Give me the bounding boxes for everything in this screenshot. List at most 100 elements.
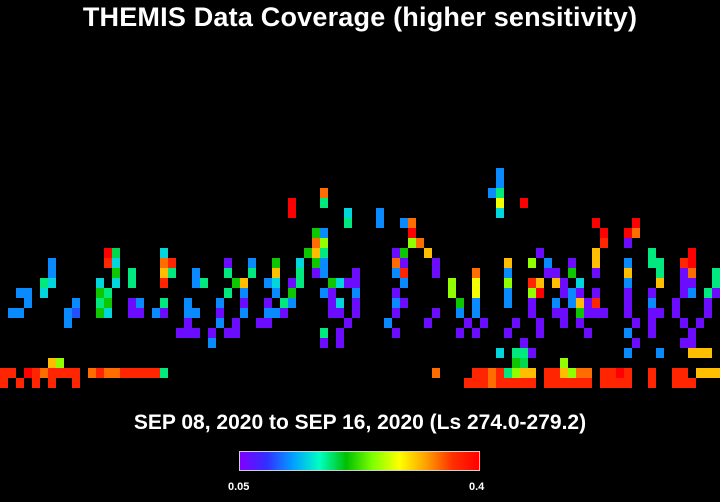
- coverage-cell: [576, 318, 584, 328]
- coverage-cell: [392, 298, 400, 308]
- coverage-cell: [648, 298, 656, 308]
- coverage-cell: [168, 268, 176, 278]
- coverage-cell: [512, 368, 520, 378]
- coverage-cell: [592, 268, 600, 278]
- coverage-cell: [648, 288, 656, 298]
- coverage-cell: [136, 308, 144, 318]
- coverage-cell: [504, 298, 512, 308]
- coverage-cell: [472, 308, 480, 318]
- coverage-cell: [312, 248, 320, 258]
- coverage-cell: [624, 238, 632, 248]
- coverage-cell: [96, 288, 104, 298]
- coverage-cell: [520, 338, 528, 348]
- coverage-cell: [128, 308, 136, 318]
- coverage-cell: [312, 258, 320, 268]
- coverage-cell: [496, 368, 504, 378]
- coverage-cell: [656, 348, 664, 358]
- coverage-cell: [64, 368, 72, 378]
- coverage-cell: [512, 318, 520, 328]
- coverage-cell: [512, 378, 520, 388]
- coverage-cell: [160, 278, 168, 288]
- coverage-cell: [184, 298, 192, 308]
- coverage-cell: [712, 268, 720, 278]
- coverage-cell: [560, 368, 568, 378]
- coverage-cell: [160, 308, 168, 318]
- coverage-cell: [592, 218, 600, 228]
- coverage-cell: [320, 258, 328, 268]
- coverage-cell: [480, 318, 488, 328]
- coverage-cell: [192, 278, 200, 288]
- coverage-cell: [680, 368, 688, 378]
- coverage-cell: [16, 378, 24, 388]
- coverage-cell: [688, 268, 696, 278]
- coverage-cell: [160, 268, 168, 278]
- coverage-cell: [568, 258, 576, 268]
- coverage-cell: [400, 278, 408, 288]
- coverage-cell: [432, 308, 440, 318]
- coverage-cell: [544, 378, 552, 388]
- coverage-cell: [96, 368, 104, 378]
- coverage-cell: [352, 308, 360, 318]
- coverage-cell: [704, 288, 712, 298]
- coverage-cell: [680, 288, 688, 298]
- coverage-cell: [472, 278, 480, 288]
- coverage-cell: [552, 268, 560, 278]
- coverage-cell: [520, 348, 528, 358]
- coverage-cell: [608, 378, 616, 388]
- coverage-cell: [320, 268, 328, 278]
- coverage-cell: [96, 298, 104, 308]
- coverage-cell: [520, 368, 528, 378]
- coverage-cell: [544, 368, 552, 378]
- coverage-cell: [408, 238, 416, 248]
- coverage-cell: [512, 358, 520, 368]
- coverage-cell: [576, 378, 584, 388]
- coverage-cell: [352, 288, 360, 298]
- coverage-cell: [48, 358, 56, 368]
- coverage-cell: [432, 368, 440, 378]
- coverage-cell: [16, 288, 24, 298]
- coverage-cell: [504, 278, 512, 288]
- coverage-cell: [288, 298, 296, 308]
- coverage-cell: [632, 318, 640, 328]
- coverage-cell: [472, 268, 480, 278]
- coverage-cell: [600, 308, 608, 318]
- coverage-cell: [184, 318, 192, 328]
- coverage-cell: [528, 378, 536, 388]
- coverage-cell: [512, 348, 520, 358]
- coverage-cell: [608, 368, 616, 378]
- coverage-cell: [408, 228, 416, 238]
- coverage-cell: [456, 328, 464, 338]
- coverage-cell: [296, 278, 304, 288]
- coverage-cell: [504, 258, 512, 268]
- coverage-cell: [632, 338, 640, 348]
- coverage-cell: [344, 278, 352, 288]
- coverage-cell: [24, 288, 32, 298]
- coverage-cell: [312, 268, 320, 278]
- coverage-cell: [136, 298, 144, 308]
- coverage-cell: [224, 268, 232, 278]
- coverage-cell: [544, 268, 552, 278]
- coverage-cell: [392, 268, 400, 278]
- coverage-cell: [496, 188, 504, 198]
- chart-title: THEMIS Data Coverage (higher sensitivity…: [82, 2, 638, 32]
- coverage-cell: [240, 308, 248, 318]
- coverage-cell: [0, 378, 8, 388]
- coverage-cell: [648, 308, 656, 318]
- coverage-cell: [304, 248, 312, 258]
- coverage-cell: [8, 368, 16, 378]
- coverage-cell: [680, 278, 688, 288]
- coverage-cell: [264, 318, 272, 328]
- coverage-cell: [648, 318, 656, 328]
- coverage-cell: [448, 288, 456, 298]
- coverage-cell: [680, 378, 688, 388]
- coverage-cell: [688, 258, 696, 268]
- coverage-cell: [688, 378, 696, 388]
- coverage-cell: [232, 318, 240, 328]
- coverage-cell: [24, 368, 32, 378]
- coverage-cell: [336, 308, 344, 318]
- coverage-cell: [320, 238, 328, 248]
- coverage-cell: [384, 318, 392, 328]
- coverage-cell: [536, 248, 544, 258]
- coverage-cell: [584, 378, 592, 388]
